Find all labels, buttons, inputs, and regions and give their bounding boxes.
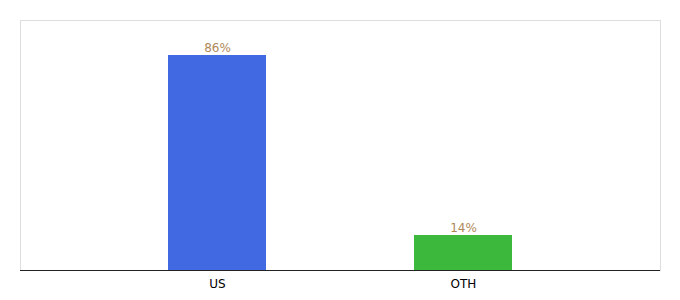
svg-text:US: US [209, 277, 225, 291]
svg-text:14%: 14% [450, 221, 477, 235]
svg-text:OTH: OTH [451, 277, 477, 291]
svg-text:86%: 86% [204, 41, 231, 55]
